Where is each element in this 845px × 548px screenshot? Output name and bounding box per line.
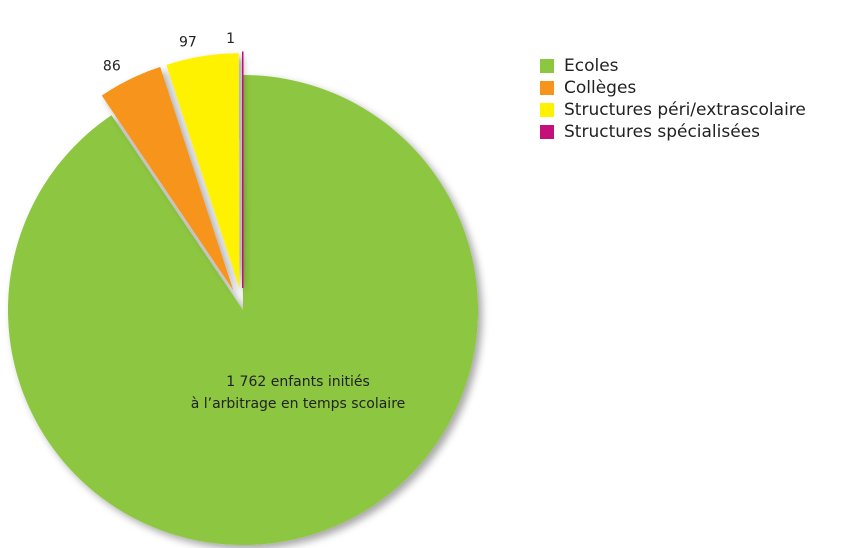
pie-slice xyxy=(240,51,245,289)
slice-label: 1 xyxy=(226,31,235,47)
slice-label: à l’arbitrage en temps scolaire xyxy=(191,396,406,412)
legend-label: Structures péri/extrascolaire xyxy=(564,100,806,120)
legend-label: Structures spécialisées xyxy=(564,122,760,142)
slice-label: 86 xyxy=(103,59,121,75)
legend-swatch xyxy=(540,59,554,73)
pie-slice xyxy=(166,53,240,289)
legend-swatch xyxy=(540,125,554,139)
legend-swatch xyxy=(540,103,554,117)
pie-slice xyxy=(101,66,234,291)
legend-label: Ecoles xyxy=(564,56,619,76)
pie-slice xyxy=(7,75,478,545)
slice-label: 97 xyxy=(179,34,197,50)
legend-label: Collèges xyxy=(564,78,636,98)
pie: 1 762 enfants initiés à l’arbitrage en te… xyxy=(7,31,478,545)
slice-label: 1 762 enfants initiés xyxy=(226,374,370,390)
legend-swatch xyxy=(540,81,554,95)
